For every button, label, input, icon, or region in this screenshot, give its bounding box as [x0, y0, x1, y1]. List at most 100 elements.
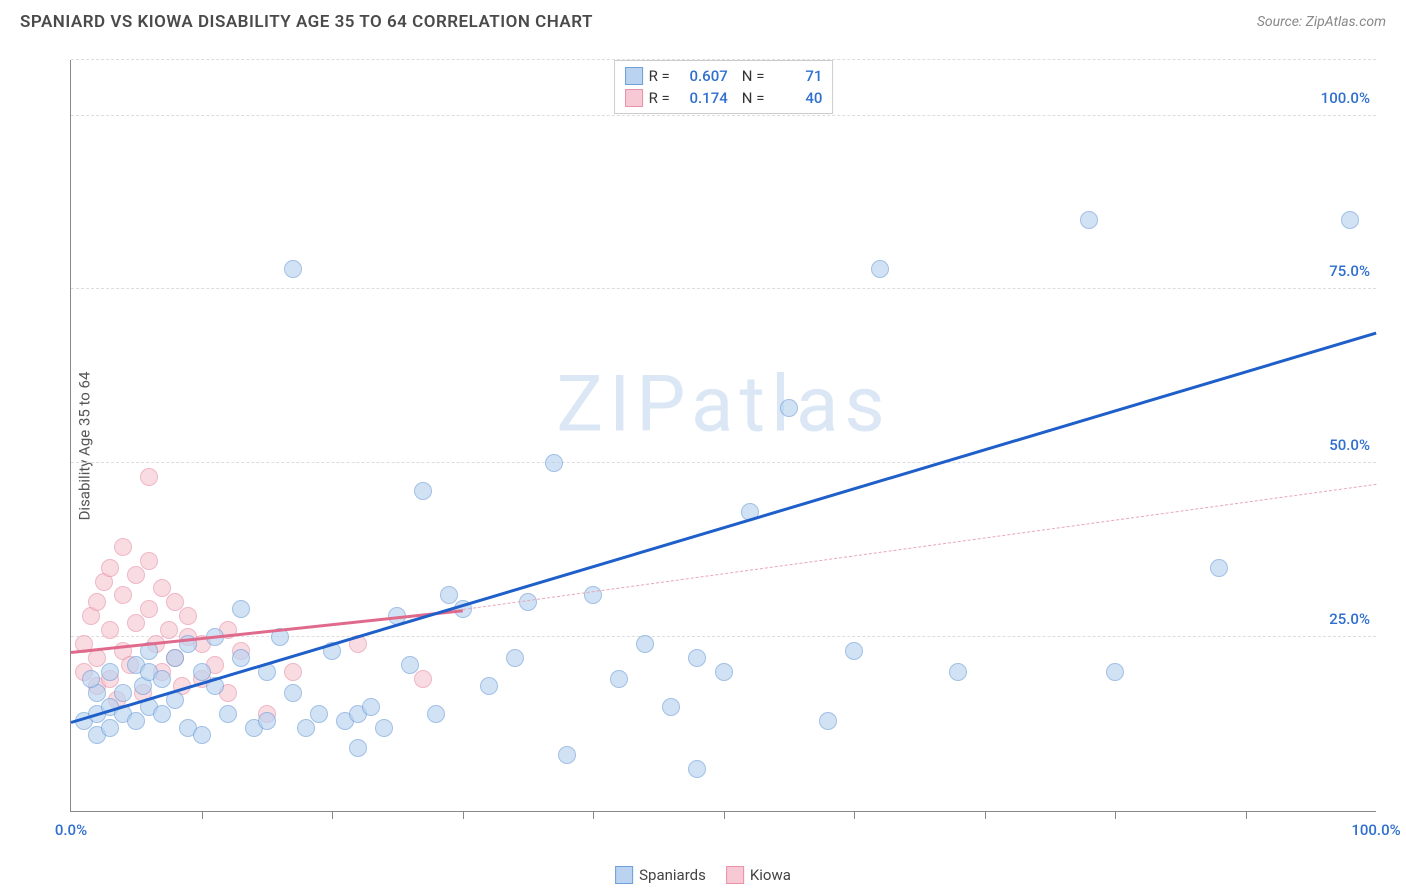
data-point — [88, 593, 106, 611]
data-point — [1210, 559, 1228, 577]
data-point — [414, 670, 432, 688]
data-point — [780, 399, 798, 417]
plot-region: ZIPatlas R = 0.607 N = 71 R = 0.174 N = 40 25.0… — [70, 60, 1376, 812]
data-point — [1106, 663, 1124, 681]
data-point — [127, 614, 145, 632]
data-point — [688, 649, 706, 667]
data-point — [153, 705, 171, 723]
data-point — [715, 663, 733, 681]
data-point — [127, 566, 145, 584]
legend-swatch — [615, 866, 633, 884]
gridline — [71, 288, 1376, 289]
legend-row: R = 0.174 N = 40 — [625, 87, 823, 109]
data-point — [140, 552, 158, 570]
legend-row: R = 0.607 N = 71 — [625, 65, 823, 87]
data-point — [519, 593, 537, 611]
data-point — [662, 698, 680, 716]
data-point — [258, 712, 276, 730]
legend-swatch — [726, 866, 744, 884]
data-point — [284, 663, 302, 681]
data-point — [845, 642, 863, 660]
x-tick-label: 0.0% — [55, 821, 87, 839]
x-tick — [985, 811, 986, 819]
legend-correlation: R = 0.607 N = 71 R = 0.174 N = 40 — [614, 60, 834, 114]
data-point — [688, 760, 706, 778]
legend-r-value: 0.174 — [676, 89, 728, 107]
gridline — [71, 462, 1376, 463]
data-point — [819, 712, 837, 730]
data-point — [140, 468, 158, 486]
data-point — [101, 719, 119, 737]
gridline — [71, 636, 1376, 637]
data-point — [114, 538, 132, 556]
data-point — [219, 705, 237, 723]
data-point — [284, 260, 302, 278]
data-point — [114, 586, 132, 604]
data-point — [871, 260, 889, 278]
y-tick-label: 100.0% — [1321, 89, 1370, 107]
chart-source: Source: ZipAtlas.com — [1257, 14, 1386, 30]
data-point — [153, 670, 171, 688]
legend-swatch — [625, 89, 643, 107]
data-point — [166, 649, 184, 667]
x-tick-label: 100.0% — [1351, 821, 1400, 839]
data-point — [140, 600, 158, 618]
legend-item: Kiowa — [726, 866, 791, 884]
data-point — [414, 482, 432, 500]
x-tick — [332, 811, 333, 819]
data-point — [375, 719, 393, 737]
x-tick — [593, 811, 594, 819]
data-point — [284, 684, 302, 702]
data-point — [297, 719, 315, 737]
data-point — [82, 670, 100, 688]
data-point — [558, 746, 576, 764]
legend-r-label: R = — [649, 67, 670, 85]
data-point — [545, 454, 563, 472]
chart-header: SPANIARD VS KIOWA DISABILITY AGE 35 TO 6… — [0, 0, 1406, 40]
data-point — [160, 621, 178, 639]
data-point — [179, 607, 197, 625]
data-point — [1341, 211, 1359, 229]
data-point — [349, 739, 367, 757]
legend-n-value: 71 — [770, 67, 822, 85]
data-point — [101, 559, 119, 577]
legend-swatch — [625, 67, 643, 85]
data-point — [636, 635, 654, 653]
legend-n-label: N = — [742, 89, 765, 107]
data-point — [584, 586, 602, 604]
data-point — [127, 712, 145, 730]
data-point — [362, 698, 380, 716]
data-point — [101, 663, 119, 681]
legend-series: Spaniards Kiowa — [615, 866, 791, 884]
legend-item: Spaniards — [615, 866, 706, 884]
x-tick — [202, 811, 203, 819]
x-tick — [1246, 811, 1247, 819]
data-point — [232, 600, 250, 618]
chart-area: Disability Age 35 to 64 ZIPatlas R =0.60… — [20, 50, 1386, 842]
y-tick-label: 50.0% — [1329, 436, 1370, 454]
data-point — [193, 726, 211, 744]
data-point — [480, 677, 498, 695]
watermark: ZIPatlas — [556, 360, 890, 451]
data-point — [401, 656, 419, 674]
data-point — [232, 649, 250, 667]
data-point — [101, 621, 119, 639]
legend-label: Spaniards — [639, 866, 706, 884]
x-tick — [463, 811, 464, 819]
y-tick-label: 25.0% — [1329, 610, 1370, 628]
x-tick — [724, 811, 725, 819]
y-tick-label: 75.0% — [1329, 262, 1370, 280]
legend-r-value: 0.607 — [676, 67, 728, 85]
data-point — [610, 670, 628, 688]
data-point — [427, 705, 445, 723]
watermark-text: ZIPatlas — [556, 360, 890, 451]
legend-n-label: N = — [742, 67, 765, 85]
gridline — [71, 115, 1376, 116]
x-tick — [1115, 811, 1116, 819]
x-tick — [854, 811, 855, 819]
legend-r-label: R = — [649, 89, 670, 107]
data-point — [506, 649, 524, 667]
legend-n-value: 40 — [770, 89, 822, 107]
chart-title: SPANIARD VS KIOWA DISABILITY AGE 35 TO 6… — [20, 12, 593, 32]
legend-label: Kiowa — [750, 866, 791, 884]
